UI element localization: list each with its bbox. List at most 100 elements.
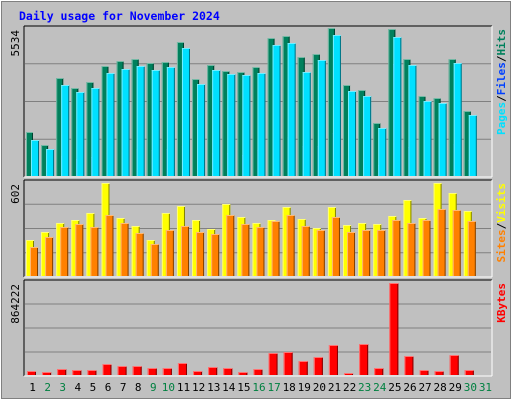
bar-pages-day-25 — [393, 37, 402, 176]
bar-sites-day-20 — [316, 230, 325, 276]
bar-hits-day-9 — [146, 63, 154, 176]
bar-sites-day-19 — [301, 226, 310, 276]
panel-requests-ymax-label: 5534 — [9, 30, 22, 57]
bar-hits-day-27 — [418, 96, 426, 176]
bar-pages-day-11 — [181, 48, 190, 176]
bar-pages-day-22 — [348, 91, 357, 176]
bar-hits-day-21 — [327, 28, 335, 176]
x-tick-label-day-16: 16 — [252, 381, 265, 394]
bar-pages-day-10 — [166, 67, 175, 176]
bar-hits-day-19 — [297, 57, 305, 176]
x-tick-label-day-7: 7 — [120, 381, 127, 394]
bar-sites-day-21 — [331, 217, 340, 276]
bar-kbytes-day-23 — [359, 344, 369, 375]
bar-pages-day-23 — [363, 96, 372, 176]
bar-kbytes-day-28 — [434, 371, 444, 375]
x-tick-label-day-28: 28 — [434, 381, 447, 394]
bar-kbytes-day-26 — [404, 356, 414, 375]
x-tick-label-day-6: 6 — [105, 381, 112, 394]
bar-sites-day-14 — [226, 215, 235, 276]
bar-sites-day-8 — [135, 233, 144, 276]
bar-hits-day-4 — [71, 88, 79, 176]
legend-item-pages: Pages — [495, 102, 508, 135]
panel-visits-ymax-label: 602 — [9, 184, 22, 204]
bar-sites-day-3 — [60, 227, 69, 276]
bar-kbytes-day-18 — [283, 352, 293, 375]
bar-hits-day-17 — [267, 38, 275, 176]
bar-pages-day-15 — [242, 75, 251, 176]
bar-sites-day-15 — [241, 224, 250, 276]
bar-kbytes-day-5 — [87, 370, 97, 375]
panel-kbytes-legend: KBytes — [495, 283, 508, 323]
bar-sites-day-18 — [286, 215, 295, 276]
x-tick-label-day-23: 23 — [358, 381, 371, 394]
bar-sites-day-1 — [30, 247, 38, 276]
bar-pages-day-29 — [453, 63, 462, 176]
bar-kbytes-day-13 — [208, 367, 218, 375]
bar-sites-day-23 — [362, 230, 371, 276]
legend-separator: / — [495, 95, 508, 102]
bar-kbytes-day-17 — [268, 353, 278, 375]
bar-pages-day-16 — [257, 73, 266, 176]
legend-item-hits: Hits — [495, 29, 508, 56]
bar-hits-day-1 — [26, 132, 33, 176]
bar-kbytes-day-15 — [238, 372, 248, 375]
bar-hits-day-29 — [448, 59, 456, 176]
x-tick-label-day-19: 19 — [298, 381, 311, 394]
panel-kbytes-ymax-label: 864222 — [9, 284, 22, 324]
x-tick-label-day-15: 15 — [237, 381, 250, 394]
bar-pages-day-9 — [151, 70, 160, 176]
bar-kbytes-day-12 — [193, 371, 203, 375]
legend-item-files: Files — [495, 62, 508, 95]
bar-pages-day-1 — [31, 140, 39, 176]
bar-kbytes-day-27 — [419, 370, 429, 375]
x-tick-label-day-12: 12 — [192, 381, 205, 394]
bar-kbytes-day-9 — [147, 368, 157, 375]
bar-pages-day-3 — [61, 85, 70, 176]
bar-kbytes-day-29 — [449, 355, 459, 375]
bar-kbytes-day-1 — [27, 371, 36, 375]
bar-pages-day-6 — [106, 73, 115, 176]
bar-hits-day-13 — [207, 65, 215, 176]
bar-pages-day-28 — [438, 103, 447, 176]
bar-kbytes-day-2 — [42, 372, 52, 375]
bar-kbytes-day-7 — [117, 366, 127, 375]
x-tick-label-day-21: 21 — [328, 381, 341, 394]
bar-hits-day-26 — [403, 59, 411, 176]
x-tick-label-day-31: 31 — [479, 381, 492, 394]
bar-pages-day-5 — [91, 88, 100, 176]
bar-sites-day-10 — [165, 230, 174, 276]
bar-sites-day-12 — [196, 232, 205, 276]
bar-pages-day-30 — [468, 115, 477, 176]
x-tick-label-day-30: 30 — [464, 381, 477, 394]
x-tick-label-day-11: 11 — [177, 381, 190, 394]
bar-hits-day-22 — [343, 85, 351, 176]
bar-sites-day-26 — [407, 223, 416, 276]
bar-sites-day-22 — [347, 232, 356, 276]
legend-item-sites: Sites — [495, 229, 508, 262]
bar-kbytes-day-19 — [298, 361, 308, 375]
bar-kbytes-day-21 — [328, 345, 338, 375]
x-tick-label-day-2: 2 — [44, 381, 51, 394]
bar-pages-day-18 — [287, 43, 296, 176]
bar-sites-day-29 — [452, 210, 461, 276]
bar-hits-day-18 — [282, 36, 290, 176]
bar-pages-day-17 — [272, 45, 281, 176]
bar-sites-day-27 — [422, 220, 431, 276]
panel-visits-legend: Sites/Visits — [495, 183, 508, 263]
bar-sites-day-2 — [45, 237, 54, 276]
bar-kbytes-day-10 — [162, 368, 172, 375]
x-tick-label-day-27: 27 — [418, 381, 431, 394]
legend-separator: / — [495, 222, 508, 229]
x-tick-label-day-29: 29 — [449, 381, 462, 394]
bar-sites-day-16 — [256, 227, 265, 276]
x-tick-label-day-18: 18 — [283, 381, 296, 394]
bar-hits-day-7 — [116, 61, 124, 176]
bar-pages-day-27 — [423, 101, 432, 176]
bar-hits-day-20 — [312, 54, 320, 176]
bar-sites-day-13 — [211, 234, 220, 276]
x-tick-label-day-9: 9 — [150, 381, 157, 394]
bar-pages-day-8 — [136, 66, 145, 176]
